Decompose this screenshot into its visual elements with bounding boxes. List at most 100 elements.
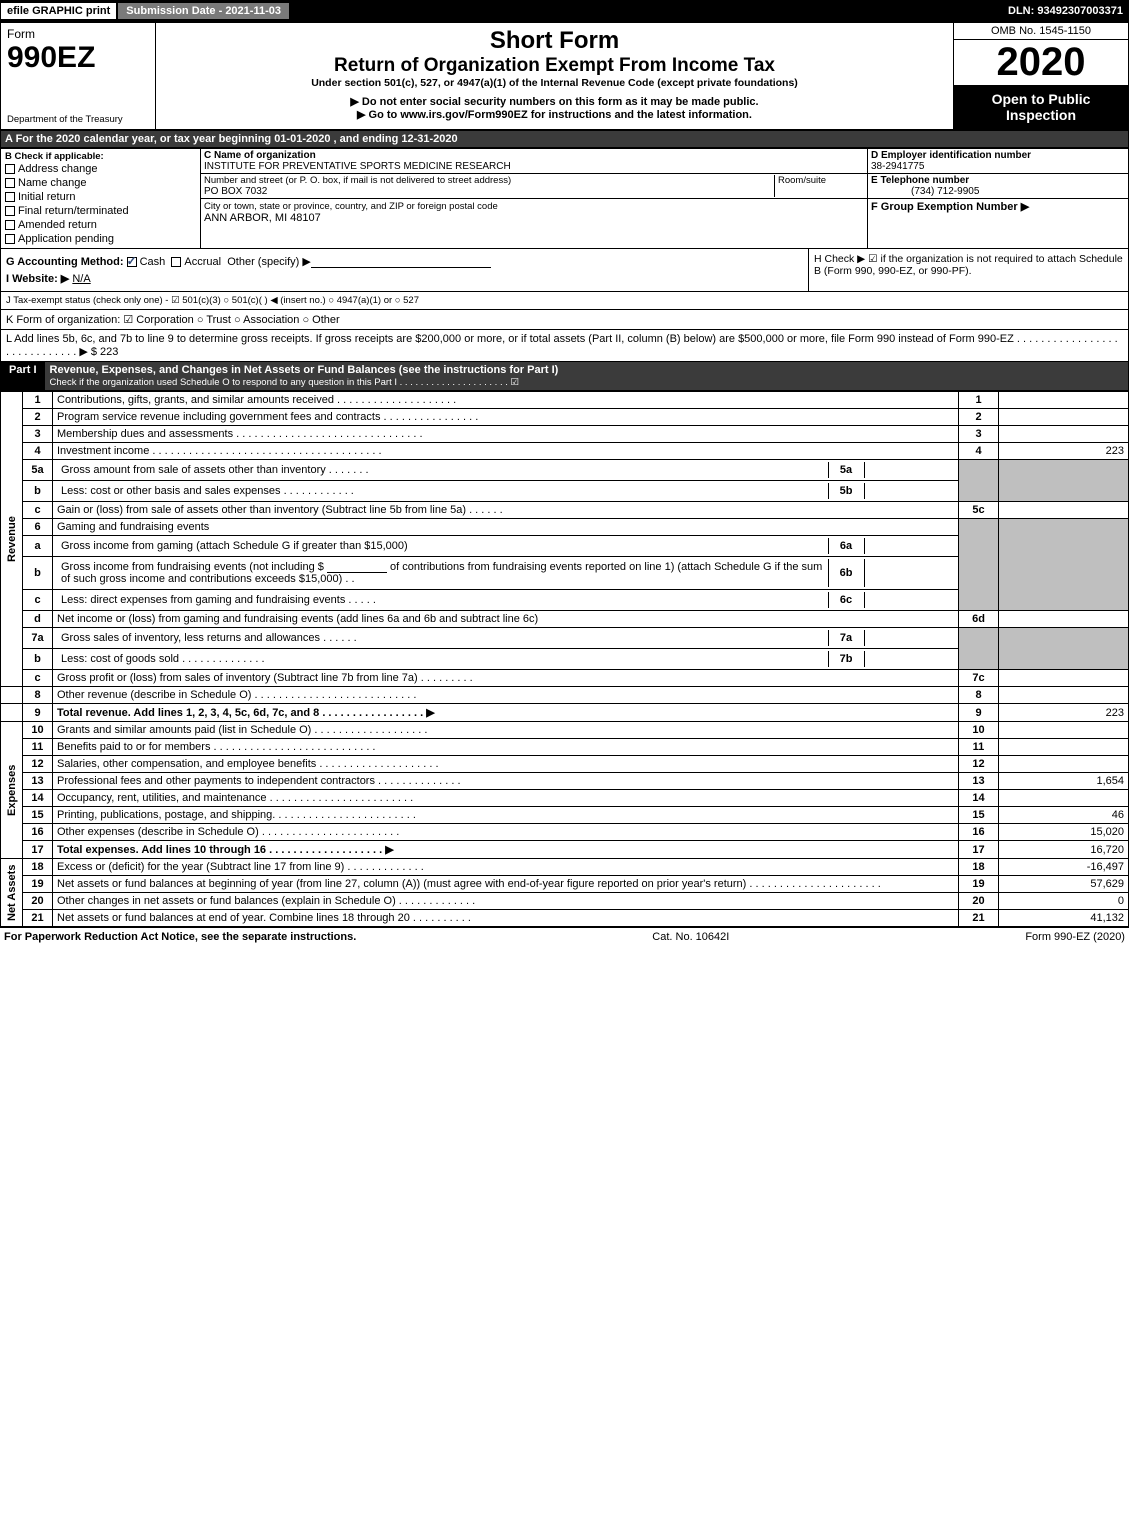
chk-name-change[interactable]: Name change (5, 176, 196, 190)
checkbox-icon[interactable] (5, 220, 15, 230)
line-num: 16 (23, 824, 53, 841)
row-k: K Form of organization: ☑ Corporation ○ … (0, 310, 1129, 330)
page-footer: For Paperwork Reduction Act Notice, see … (0, 927, 1129, 946)
line-amt (999, 392, 1129, 409)
tax-year: 2020 (954, 40, 1128, 85)
chk-address-change[interactable]: Address change (5, 162, 196, 176)
org-name: INSTITUTE FOR PREVENTATIVE SPORTS MEDICI… (204, 161, 511, 172)
chk-application-pending[interactable]: Application pending (5, 232, 196, 246)
line-text: Contributions, gifts, grants, and simila… (53, 392, 959, 409)
form-word: Form (7, 27, 35, 41)
inner-amt (864, 483, 954, 499)
line-amt (999, 409, 1129, 426)
part1-title: Revenue, Expenses, and Changes in Net As… (50, 364, 559, 376)
row-a-tax-year: A For the 2020 calendar year, or tax yea… (0, 130, 1129, 148)
line-col: 5c (959, 502, 999, 519)
omb-number: OMB No. 1545-1150 (954, 23, 1128, 40)
top-bar: efile GRAPHIC print Submission Date - 20… (0, 0, 1129, 22)
line-num: 7a (23, 628, 53, 649)
line-text: Other revenue (describe in Schedule O) .… (53, 687, 959, 704)
room-label: Room/suite (778, 175, 826, 186)
contrib-amount-input[interactable] (327, 561, 387, 573)
line-num: 3 (23, 426, 53, 443)
inner-num: 6c (828, 592, 864, 608)
line-text: Gross sales of inventory, less returns a… (57, 630, 828, 646)
line-amt: 16,720 (999, 841, 1129, 859)
line-num: 21 (23, 910, 53, 927)
checkbox-icon[interactable] (171, 257, 181, 267)
dept-treasury: Department of the Treasury (7, 114, 149, 125)
line-num: 1 (23, 392, 53, 409)
row-i-label: I Website: ▶ (6, 273, 69, 285)
box-def: D Employer identification number 38-2941… (868, 149, 1128, 248)
line-text: Net assets or fund balances at beginning… (53, 876, 959, 893)
checkbox-icon[interactable] (5, 192, 15, 202)
line-text: Less: cost or other basis and sales expe… (57, 483, 828, 499)
line-col: 13 (959, 773, 999, 790)
line-amt (999, 722, 1129, 739)
checkbox-icon[interactable] (5, 234, 15, 244)
line-text: Program service revenue including govern… (53, 409, 959, 426)
line-amt: 46 (999, 807, 1129, 824)
line-num: 8 (23, 687, 53, 704)
line-amt: 1,654 (999, 773, 1129, 790)
line-col: 19 (959, 876, 999, 893)
checkbox-icon[interactable] (5, 164, 15, 174)
checkbox-icon[interactable] (5, 206, 15, 216)
header-right: OMB No. 1545-1150 2020 Open to Public In… (953, 23, 1128, 129)
submission-date: Submission Date - 2021-11-03 (117, 2, 290, 20)
line-num: c (23, 502, 53, 519)
box-e-label: E Telephone number (871, 175, 969, 186)
line-amt (999, 611, 1129, 628)
part1-table: Revenue 1 Contributions, gifts, grants, … (0, 391, 1129, 927)
line-amt: 223 (999, 443, 1129, 460)
box-c: C Name of organization INSTITUTE FOR PRE… (201, 149, 868, 248)
box-b: B Check if applicable: Address change Na… (1, 149, 201, 248)
checkbox-icon[interactable] (5, 178, 15, 188)
goto-link[interactable]: ▶ Go to www.irs.gov/Form990EZ for instru… (162, 108, 947, 121)
inner-num: 7b (828, 651, 864, 667)
g-accrual: Accrual (184, 256, 221, 268)
chk-amended-return[interactable]: Amended return (5, 218, 196, 232)
row-j: J Tax-exempt status (check only one) - ☑… (0, 292, 1129, 310)
line-col: 1 (959, 392, 999, 409)
inner-num: 6a (828, 538, 864, 554)
no-ssn-notice: ▶ Do not enter social security numbers o… (162, 95, 947, 108)
line-amt (999, 426, 1129, 443)
line-text: Gross income from gaming (attach Schedul… (57, 538, 828, 554)
line-text: Investment income . . . . . . . . . . . … (53, 443, 959, 460)
phone-value: (734) 712-9905 (871, 186, 979, 197)
g-other-input[interactable] (311, 256, 491, 268)
part1-check: Check if the organization used Schedule … (50, 377, 520, 388)
line-col: 2 (959, 409, 999, 426)
chk-initial-return[interactable]: Initial return (5, 190, 196, 204)
line-col: 18 (959, 859, 999, 876)
footer-mid: Cat. No. 10642I (652, 931, 729, 943)
line-num: 17 (23, 841, 53, 859)
inner-amt (864, 651, 954, 667)
line-amt: 0 (999, 893, 1129, 910)
line-col: 9 (959, 704, 999, 722)
box-d-label: D Employer identification number (871, 150, 1031, 161)
line-text: Net assets or fund balances at end of ye… (53, 910, 959, 927)
line-num: 2 (23, 409, 53, 426)
part1-tab: Part I (1, 362, 45, 390)
ein-value: 38-2941775 (871, 161, 924, 172)
line-col: 7c (959, 670, 999, 687)
inner-num: 5a (828, 462, 864, 478)
line-text: Salaries, other compensation, and employ… (53, 756, 959, 773)
street-label: Number and street (or P. O. box, if mail… (204, 175, 511, 186)
line-text: Total revenue. Add lines 1, 2, 3, 4, 5c,… (53, 704, 959, 722)
part1-header: Part I Revenue, Expenses, and Changes in… (0, 362, 1129, 391)
shade-cell (959, 519, 999, 611)
line-col: 4 (959, 443, 999, 460)
line-5a: Gross amount from sale of assets other t… (53, 460, 959, 481)
line-col: 15 (959, 807, 999, 824)
footer-right: Form 990-EZ (2020) (1025, 931, 1125, 943)
shade-cell (999, 519, 1129, 611)
inner-amt (864, 538, 954, 554)
line-amt: -16,497 (999, 859, 1129, 876)
line-col: 8 (959, 687, 999, 704)
checkbox-icon[interactable] (127, 257, 137, 267)
chk-final-return[interactable]: Final return/terminated (5, 204, 196, 218)
